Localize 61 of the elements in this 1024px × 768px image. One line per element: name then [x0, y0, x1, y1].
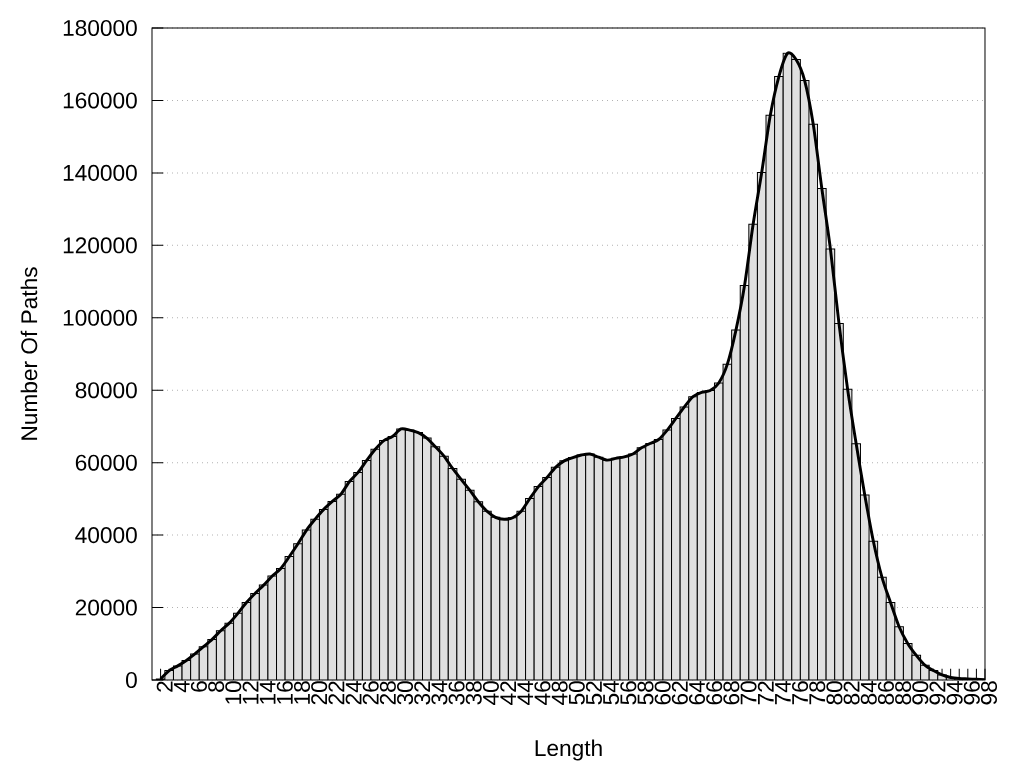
x-tick-label: 20 — [311, 681, 328, 705]
x-tick-label: 60 — [654, 681, 671, 705]
y-tick-label: 40000 — [75, 527, 137, 544]
x-tick-label: 2 — [156, 681, 173, 692]
x-tick-label: 42 — [500, 681, 516, 705]
x-tick-label: 52 — [585, 681, 602, 705]
x-tick-label: 86 — [877, 681, 894, 705]
x-tick-label: 72 — [757, 681, 774, 705]
x-tick-label: 96 — [963, 681, 980, 705]
x-tick-label: 6 — [190, 681, 207, 692]
x-tick-label: 62 — [671, 681, 688, 705]
x-tick-label: 58 — [637, 681, 654, 705]
x-tick-label: 28 — [379, 681, 396, 705]
x-tick-label: 50 — [568, 681, 585, 705]
x-tick-label: 92 — [929, 681, 946, 705]
x-tick-label: 68 — [723, 681, 740, 705]
x-tick-label: 10 — [225, 681, 242, 704]
y-tick-label: 100000 — [63, 309, 137, 326]
y-tick-label: 20000 — [75, 599, 137, 616]
y-tick-label: 60000 — [75, 454, 137, 471]
x-tick-label: 80 — [826, 681, 843, 705]
x-tick-label: 36 — [448, 681, 465, 705]
x-tick-label: 34 — [431, 680, 448, 705]
x-tick-label: 54 — [603, 680, 620, 705]
y-tick-label: 80000 — [75, 382, 137, 399]
x-tick-label: 16 — [276, 681, 293, 704]
x-tick-label: 44 — [517, 680, 534, 705]
y-tick-label: 160000 — [63, 92, 137, 109]
x-tick-label: 98 — [980, 681, 998, 705]
x-tick-label: 12 — [242, 681, 259, 704]
x-tick-label: 18 — [293, 681, 311, 704]
x-tick-label: 14 — [259, 680, 276, 704]
y-tick-label: 120000 — [63, 237, 137, 254]
x-tick-label: 26 — [362, 681, 379, 705]
x-tick-label: 82 — [843, 681, 860, 705]
x-tick-label: 40 — [482, 681, 499, 705]
x-tick-label: 32 — [414, 681, 431, 705]
x-tick-label: 22 — [328, 681, 345, 705]
y-axis-title: Number Of Paths — [20, 267, 38, 440]
x-tick-label: 78 — [809, 681, 826, 705]
y-tick-label: 180000 — [63, 19, 137, 37]
x-tick-label: 84 — [860, 680, 877, 705]
x-tick-label: 4 — [173, 680, 190, 693]
x-tick-label: 38 — [465, 681, 482, 705]
y-tick-label: 140000 — [63, 164, 137, 181]
x-tick-label: 88 — [895, 681, 912, 705]
x-tick-label: 66 — [706, 681, 723, 705]
x-tick-label: 94 — [946, 680, 963, 705]
x-tick-label: 46 — [534, 681, 551, 705]
x-tick-label: 70 — [740, 681, 757, 705]
x-tick-label: 56 — [620, 681, 637, 705]
x-tick-label: 48 — [551, 681, 568, 705]
x-axis-title: Length — [535, 739, 602, 761]
x-tick-label: 90 — [912, 681, 929, 705]
x-tick-label: 30 — [397, 681, 414, 705]
x-tick-label: 76 — [792, 681, 809, 705]
x-tick-label: 64 — [688, 680, 706, 705]
x-tick-label: 24 — [345, 680, 362, 705]
y-tick-label: 0 — [126, 671, 137, 689]
x-tick-label: 74 — [775, 680, 791, 705]
x-tick-label: 8 — [208, 681, 225, 692]
